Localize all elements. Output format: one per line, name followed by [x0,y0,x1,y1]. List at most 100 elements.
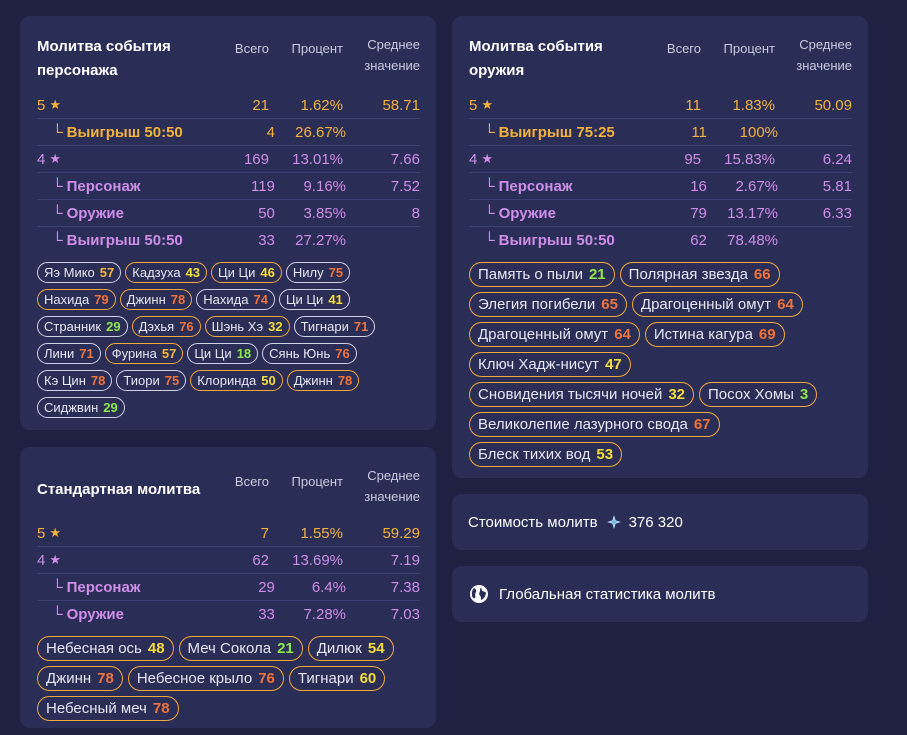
total-value: 29 [258,578,275,596]
chip-pity-count: 67 [693,416,711,433]
chip-name: Дэхья [138,319,175,334]
row-label: Персонаж [498,177,573,195]
global-stats-link[interactable]: Глобальная статистика молитв [499,585,716,603]
percent-value: 15.83% [724,150,775,168]
average-value: 58.71 [382,96,420,114]
chip-pity-count: 71 [353,319,369,334]
substat-row: └ Выигрыш 50:50 62 78.48% [469,227,852,254]
chip-pity-count: 76 [179,319,194,334]
chip-name: Сновидения тысячи ночей [478,386,663,403]
wish-cost-card: Стоимость молитв 376 320 [452,494,868,550]
pull-chip: Тиори 75 [116,370,187,391]
chip-pity-count: 50 [261,373,276,388]
average-value: 5.81 [822,177,852,195]
percent-value: 1.83% [732,96,775,114]
pull-chip: Тигнари 60 [288,666,386,691]
star-icon: ★ [481,97,493,112]
pull-chip: Джинн 78 [37,666,123,691]
substat-row: └ Оружие 79 13.17% 6.33 [469,200,852,227]
header-percent: Процент [291,41,343,56]
substat-row: └ Персонаж 119 9.16% 7.52 [37,173,420,200]
substat-row: └ Персонаж 29 6.4% 7.38 [37,574,420,601]
percent-value: 26.67% [295,123,347,141]
pull-chip: Сянь Юнь 76 [262,343,357,364]
chip-pity-count: 57 [99,265,115,280]
chip-pity-count: 21 [588,266,606,283]
chip-pity-count: 29 [103,400,118,415]
percent-value: 6.4% [311,578,347,596]
total-value: 21 [252,96,269,114]
average-value: 6.33 [822,204,852,222]
total-value: 11 [685,96,701,114]
substat-row: └ Оружие 33 7.28% 7.03 [37,601,420,628]
primogem-icon [606,515,621,529]
chip-name: Ци Ци [218,265,256,280]
chip-pity-count: 53 [596,446,614,463]
percent-value: 7.28% [303,606,347,623]
chip-name: Яэ Мико [44,265,95,280]
percent-value: 13.01% [292,150,343,168]
row-label: 4 [469,150,478,168]
chip-name: Посох Хомы [708,386,794,403]
pull-chip: Дэхья 76 [131,316,201,337]
rarity-row: 5 ★ 7 1.55% 59.29 [37,520,420,547]
pull-chip: Джинн 78 [286,370,360,391]
pull-chip: Меч Сокола 21 [178,636,303,661]
header-percent: Процент [291,474,343,489]
character-wish-card: Молитва события персонажа Всего Процент … [20,16,436,430]
global-stats-card[interactable]: Глобальная статистика молитв [452,566,868,622]
chip-name: Сянь Юнь [269,346,331,361]
pull-chip: Небесное крыло 76 [127,666,284,691]
total-value: 119 [250,177,275,195]
chip-pity-count: 18 [236,346,252,361]
pull-chip: Блеск тихих вод 53 [469,442,623,467]
chip-pity-count: 65 [601,296,618,313]
chip-pity-count: 78 [90,373,106,388]
chip-name: Лини [44,346,75,361]
tree-branch-icon: └ [52,578,63,596]
substat-row: └ Выигрыш 50:50 4 26.67% [37,119,420,146]
average-value: 59.29 [382,524,420,542]
pull-chip: Кэ Цин 78 [37,370,113,391]
weapon-wish-card: Молитва события оружия Всего Процент Сре… [452,16,868,478]
row-label: 4 [37,551,46,569]
total-value: 62 [690,232,707,249]
pull-chip: Нахида 79 [37,289,116,310]
chip-name: Нахида [203,292,249,307]
chip-pity-count: 43 [185,265,201,280]
rarity-row: 4 ★ 62 13.69% 7.19 [37,547,420,574]
stats-table: 5 ★ 21 1.62% 58.71 └ Выигрыш 50:50 4 26.67% 4 ★ 169… [37,92,420,254]
pull-chip: Небесный меч 78 [37,696,179,721]
chip-pity-count: 76 [335,346,350,361]
pull-chip: Шэнь Хэ 32 [204,316,290,337]
chip-pity-count: 78 [337,373,353,388]
row-label: Выигрыш 50:50 [66,123,183,141]
chip-pity-count: 48 [147,640,165,657]
total-value: 7 [260,524,269,542]
pull-chip: Ци Ци 18 [187,343,259,364]
pull-chip: Небесная ось 48 [37,636,174,661]
pull-chip: Великолепие лазурного свода 67 [469,412,720,437]
row-label: Выигрыш 50:50 [498,232,615,249]
pull-chip: Драгоценный омут 64 [631,292,803,317]
rarity-row: 5 ★ 21 1.62% 58.71 [37,92,420,119]
percent-value: 13.17% [727,204,779,222]
chip-name: Тиори [123,373,160,388]
percent-value: 1.55% [300,524,343,542]
star-icon: ★ [49,151,61,166]
chip-pity-count: 46 [260,265,275,280]
header-total: Всего [234,41,269,56]
pull-chip: Яэ Мико 57 [37,262,122,283]
cost-value: 376 320 [628,513,683,531]
star-icon: ★ [49,552,61,567]
average-value: 7.38 [390,578,420,596]
chip-name: Драгоценный омут [478,326,609,343]
chip-name: Нилу [292,265,324,280]
chip-name: Истина кагура [653,326,753,343]
average-value: 8 [411,204,420,222]
table-header: Молитва события оружия Всего Процент Сре… [469,34,852,92]
chip-name: Элегия погибели [478,296,596,313]
chip-name: Меч Сокола [187,640,272,657]
header-total: Всего [234,474,269,489]
tree-branch-icon: └ [52,123,63,141]
